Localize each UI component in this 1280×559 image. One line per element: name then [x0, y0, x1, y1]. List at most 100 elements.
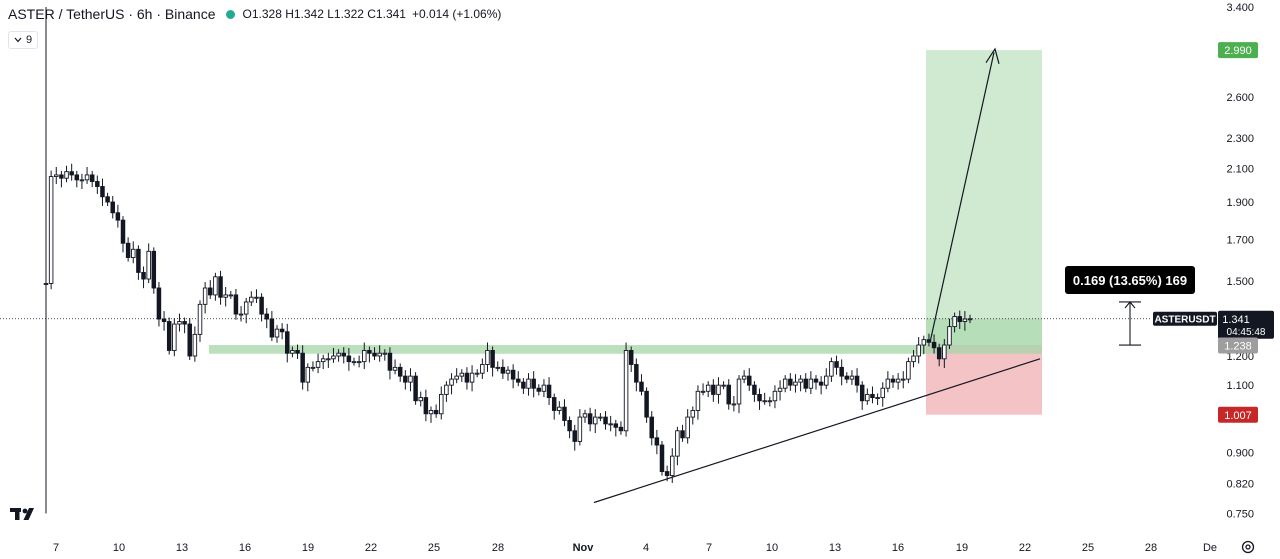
candle — [582, 409, 588, 423]
candle — [593, 409, 598, 434]
candle — [110, 196, 115, 219]
time-tick: 25 — [428, 542, 440, 554]
candle — [459, 369, 465, 382]
chevron-down-icon — [14, 37, 22, 43]
candle — [336, 349, 341, 362]
svg-text:1.238: 1.238 — [1224, 341, 1252, 353]
candle — [79, 173, 85, 190]
candle — [572, 424, 577, 451]
price-tick: 2.600 — [1226, 92, 1254, 104]
candle — [598, 413, 603, 422]
candle — [808, 371, 814, 394]
candle — [485, 342, 490, 372]
candle — [274, 325, 280, 343]
time-tick: 28 — [492, 542, 504, 554]
candle — [449, 373, 454, 395]
candle — [721, 381, 726, 390]
candle — [901, 371, 906, 389]
time-tick: 19 — [956, 542, 968, 554]
candle — [346, 348, 352, 371]
time-tick: 10 — [766, 542, 778, 554]
candle — [444, 381, 449, 402]
candle — [397, 363, 403, 382]
candle — [469, 365, 475, 392]
candle — [290, 346, 295, 358]
candle — [911, 350, 916, 368]
candle — [870, 386, 875, 404]
candle — [197, 300, 203, 342]
symbol-price-label: ASTERUSDT 1.341 04:45:48 — [1153, 310, 1274, 339]
candle — [439, 386, 444, 420]
candle — [367, 346, 372, 363]
candle — [505, 366, 511, 381]
candle — [208, 280, 213, 299]
candle — [500, 359, 506, 379]
indicator-count: 9 — [26, 34, 33, 46]
target-zone — [926, 50, 1042, 346]
measure-tool[interactable]: 0.169 (13.65%) 169 — [1065, 266, 1195, 346]
candle — [166, 317, 172, 355]
price-tick: 0.900 — [1226, 447, 1254, 459]
candle — [752, 381, 757, 402]
support-trendline[interactable] — [593, 358, 1041, 504]
candle — [782, 375, 788, 393]
measure-label: 0.169 (13.65%) 169 — [1073, 273, 1187, 288]
price-tick: 0.750 — [1226, 508, 1254, 520]
candle — [967, 314, 973, 324]
time-tick: 16 — [892, 542, 904, 554]
time-tick: 7 — [706, 542, 712, 554]
candle — [100, 178, 105, 206]
candle — [936, 343, 942, 367]
candle — [726, 379, 731, 410]
candle — [623, 342, 629, 437]
candle — [95, 175, 100, 194]
candle — [803, 373, 808, 393]
candle — [300, 345, 305, 390]
candle — [947, 318, 952, 350]
candle — [757, 388, 762, 410]
time-tick: 13 — [829, 542, 841, 554]
indicators-toggle[interactable]: 9 — [8, 31, 39, 49]
candle — [295, 344, 300, 359]
candle — [146, 243, 151, 284]
candle — [264, 308, 269, 329]
candle — [202, 282, 208, 314]
candle — [243, 297, 249, 324]
candle — [428, 406, 434, 423]
gear-icon[interactable] — [1240, 539, 1256, 555]
candle — [213, 272, 218, 301]
change-value: +0.014 (+1.06%) — [411, 7, 502, 21]
candle — [865, 388, 870, 405]
projection-arrowhead — [985, 47, 1000, 64]
time-tick: 7 — [53, 542, 59, 554]
tradingview-logo-icon[interactable] — [10, 506, 40, 522]
candle — [639, 374, 644, 396]
projection-arrow[interactable] — [929, 52, 995, 343]
candle — [69, 163, 74, 181]
candle — [151, 247, 157, 294]
candle — [777, 380, 783, 401]
candle — [331, 348, 336, 363]
candle — [618, 421, 624, 435]
candle — [659, 441, 665, 476]
candle — [279, 323, 285, 340]
candle — [233, 288, 239, 320]
candle — [526, 373, 531, 396]
svg-text:04:45:48: 04:45:48 — [1227, 327, 1266, 338]
candle — [962, 311, 968, 331]
symbol-title[interactable]: ASTER / TetherUS · 6h · Binance — [8, 6, 216, 22]
candle — [125, 237, 131, 262]
candle — [654, 429, 660, 455]
candle — [762, 392, 767, 405]
candle — [392, 359, 398, 375]
candle — [829, 357, 834, 382]
candle — [192, 326, 198, 362]
candle — [161, 311, 167, 331]
candle — [818, 376, 824, 395]
candle — [705, 381, 711, 398]
symbol-legend[interactable]: ASTER / TetherUS · 6h · Binance O1.328 H… — [8, 6, 501, 22]
candle — [341, 347, 346, 364]
price-tick: 2.100 — [1226, 163, 1254, 175]
candle — [495, 361, 500, 372]
